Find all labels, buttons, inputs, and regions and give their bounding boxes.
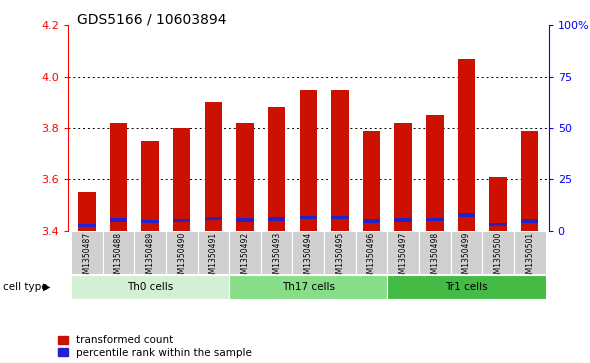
Bar [426,115,444,231]
Bar [261,231,293,274]
Bar [71,275,229,299]
Text: GSM1350501: GSM1350501 [525,232,534,283]
Text: GDS5166 / 10603894: GDS5166 / 10603894 [77,13,226,27]
Text: GSM1350488: GSM1350488 [114,232,123,283]
Bar [489,223,507,226]
Bar [268,217,286,221]
Text: GSM1350499: GSM1350499 [462,232,471,283]
Bar [426,217,444,221]
Text: GSM1350490: GSM1350490 [177,232,186,283]
Bar [110,123,127,231]
Bar [173,219,191,222]
Bar [482,231,514,274]
Text: cell type: cell type [3,282,48,292]
Bar [103,231,135,274]
Bar [300,216,317,219]
Bar [363,131,380,231]
Bar [173,128,191,231]
Bar [395,123,412,231]
Bar [388,231,419,274]
Bar [521,219,539,223]
Bar [356,231,388,274]
Bar [331,90,349,231]
Text: GSM1350487: GSM1350487 [83,232,91,283]
Text: Th0 cells: Th0 cells [127,282,173,292]
Bar [229,275,388,299]
Text: GSM1350494: GSM1350494 [304,232,313,283]
Bar [300,90,317,231]
Bar [388,275,546,299]
Bar [205,102,222,231]
Bar [205,217,222,220]
Text: GSM1350498: GSM1350498 [430,232,440,283]
Bar [458,213,475,217]
Legend: transformed count, percentile rank within the sample: transformed count, percentile rank withi… [58,335,252,358]
Bar [71,231,103,274]
Bar [451,231,482,274]
Bar [110,218,127,222]
Text: GSM1350495: GSM1350495 [335,232,345,283]
Bar [324,231,356,274]
Text: GSM1350497: GSM1350497 [399,232,408,283]
Text: GSM1350492: GSM1350492 [241,232,250,283]
Bar [419,231,451,274]
Text: GSM1350489: GSM1350489 [146,232,155,283]
Bar [198,231,229,274]
Bar [489,177,507,231]
Text: GSM1350493: GSM1350493 [272,232,281,283]
Bar [331,216,349,219]
Bar [237,218,254,222]
Bar [293,231,324,274]
Bar [142,141,159,231]
Text: GSM1350496: GSM1350496 [367,232,376,283]
Bar [229,231,261,274]
Text: GSM1350500: GSM1350500 [494,232,503,283]
Text: Tr1 cells: Tr1 cells [445,282,488,292]
Bar [78,224,96,228]
Text: Th17 cells: Th17 cells [282,282,335,292]
Bar [514,231,546,274]
Bar [237,123,254,231]
Bar [78,192,96,231]
Text: ▶: ▶ [42,282,50,292]
Bar [166,231,198,274]
Bar [268,107,286,231]
Bar [142,220,159,223]
Bar [135,231,166,274]
Text: GSM1350491: GSM1350491 [209,232,218,283]
Bar [363,219,380,223]
Bar [458,59,475,231]
Bar [521,131,539,231]
Bar [395,218,412,222]
